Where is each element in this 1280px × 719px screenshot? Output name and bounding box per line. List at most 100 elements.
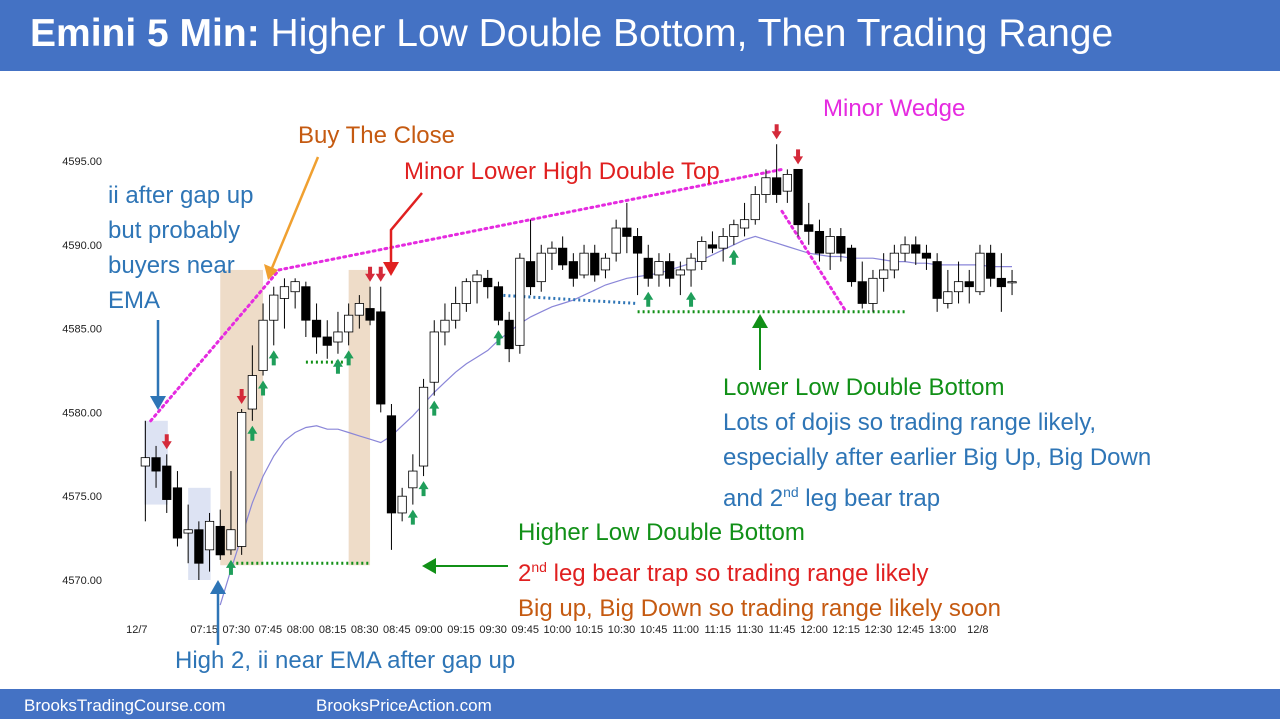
- candle-body: [483, 277, 493, 288]
- candle-body: [879, 269, 889, 279]
- candle: [1007, 269, 1017, 296]
- hldb-title: Higher Low Double Bottom: [518, 519, 805, 546]
- candle: [943, 269, 953, 309]
- candle-body: [440, 319, 450, 333]
- candle-body: [761, 177, 771, 195]
- candle-body: [868, 277, 878, 304]
- hldb-bear-sup: nd: [531, 559, 547, 575]
- bear-arrow: [161, 434, 172, 450]
- candle: [761, 169, 771, 203]
- candle: [172, 471, 183, 547]
- bull-arrow: [643, 291, 654, 307]
- candle-body: [408, 470, 418, 489]
- footer-left-link[interactable]: BrooksTradingCourse.com: [24, 696, 226, 715]
- highlight-layer: [144, 269, 371, 580]
- footer-bar: BrooksTradingCourse.com BrooksPriceActio…: [0, 689, 1280, 719]
- candle: [237, 409, 247, 555]
- candle: [879, 253, 889, 292]
- x-tick-label: 10:15: [576, 624, 604, 636]
- gap-up-line-3: buyers near: [108, 252, 235, 279]
- candle: [493, 281, 504, 326]
- candle: [536, 244, 546, 292]
- candle: [986, 244, 996, 287]
- candle-body: [568, 261, 578, 279]
- candle-body: [376, 311, 386, 405]
- candle-body: [504, 319, 514, 350]
- lldb-title: Lower Low Double Bottom: [723, 374, 1005, 401]
- x-tick-label: 11:15: [704, 624, 731, 636]
- x-tick-label: 09:15: [447, 624, 475, 636]
- candle: [921, 244, 932, 270]
- candle: [226, 471, 236, 555]
- candle: [140, 420, 150, 522]
- candle-body: [344, 314, 354, 333]
- candle: [301, 281, 311, 337]
- candle: [836, 228, 846, 262]
- bull-arrow: [343, 350, 354, 366]
- candle-body: [386, 415, 397, 514]
- candle: [461, 278, 471, 312]
- lower-low-double-bottom-annotation: Lower Low Double Bottom Lots of dojis so…: [723, 370, 1151, 516]
- x-tick-label: 10:45: [640, 624, 668, 636]
- candle-body: [322, 336, 332, 346]
- candle-body: [365, 308, 375, 321]
- candle-body: [204, 520, 215, 551]
- candle: [707, 231, 718, 254]
- candle: [568, 253, 578, 287]
- ema-layer: [219, 235, 1012, 606]
- candle-body: [986, 252, 996, 279]
- candle-body: [718, 236, 728, 249]
- x-tick-label: 12:30: [865, 624, 893, 636]
- x-tick-label: 10:30: [608, 624, 636, 636]
- candle: [793, 168, 803, 237]
- candle: [964, 269, 974, 304]
- candle: [590, 244, 600, 282]
- candle-body: [451, 303, 461, 321]
- candle: [600, 253, 611, 279]
- bear-arrow: [365, 266, 376, 282]
- x-tick-label: 12:15: [832, 624, 860, 636]
- header-bar: Emini 5 Min: Higher Low Double Bottom, T…: [0, 0, 1280, 71]
- y-tick-label: 4595.00: [62, 156, 102, 168]
- x-tick-label: 13:00: [929, 624, 957, 636]
- x-tick-label: 07:45: [255, 624, 283, 636]
- candle: [472, 269, 482, 304]
- candle: [151, 445, 161, 488]
- x-tick-label: 11:45: [769, 624, 796, 636]
- candle: [718, 228, 728, 262]
- pointer-arrows-layer: [150, 156, 768, 645]
- bear-arrow: [771, 124, 782, 140]
- candles-layer: [140, 144, 1017, 580]
- signal-arrows-layer: [161, 124, 804, 575]
- candle: [654, 253, 664, 287]
- candle: [814, 219, 825, 262]
- ema-line: [219, 235, 1012, 606]
- candle-body: [515, 257, 525, 346]
- candle: [515, 253, 525, 354]
- candle-body: [772, 177, 782, 195]
- candle: [772, 144, 782, 203]
- lldb-line-1: Lots of dojis so trading range likely,: [723, 409, 1097, 436]
- candle: [386, 404, 397, 550]
- bull-arrow: [258, 380, 269, 396]
- candle-body: [397, 495, 407, 514]
- candle: [269, 286, 279, 346]
- x-tick-label: 11:30: [737, 624, 764, 636]
- candle: [418, 378, 429, 477]
- candle: [333, 311, 343, 354]
- candle-body: [921, 252, 932, 259]
- page-title: Emini 5 Min: Higher Low Double Bottom, T…: [30, 12, 1113, 56]
- bull-arrow: [268, 350, 279, 366]
- gap-up-pointer-head: [150, 396, 166, 410]
- candle: [697, 236, 707, 270]
- x-tick-label: 12/7: [126, 624, 147, 636]
- candle-body: [697, 241, 707, 262]
- candle: [322, 320, 332, 359]
- x-tick-label: 12:45: [897, 624, 925, 636]
- footer-right-link[interactable]: BrooksPriceAction.com: [316, 696, 492, 715]
- candle-body: [911, 244, 921, 254]
- lower-high-pointer-line: [389, 192, 423, 264]
- wedge-down-line: [780, 209, 848, 314]
- candle: [911, 236, 921, 265]
- candle: [162, 454, 172, 513]
